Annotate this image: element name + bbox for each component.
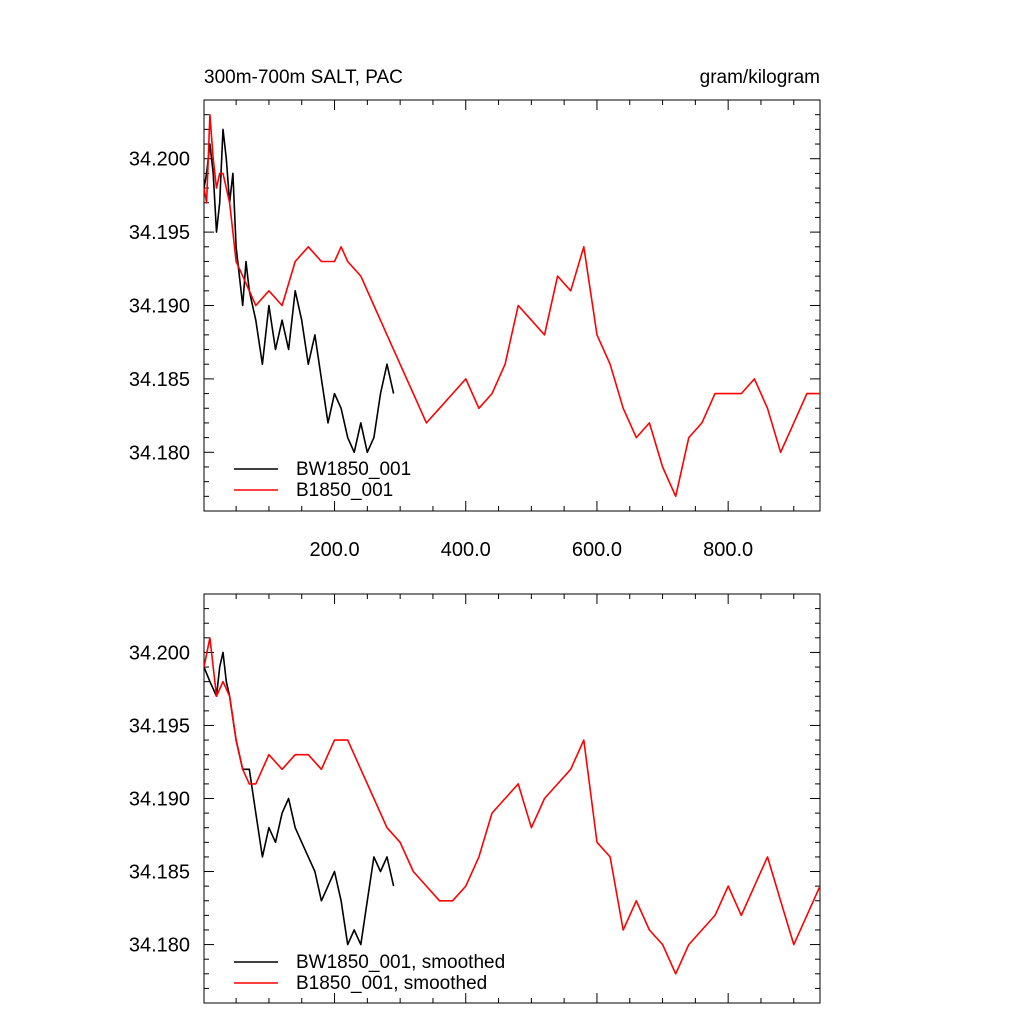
y-tick-label: 34.195 xyxy=(129,222,190,244)
top-panel: 300m-700m SALT, PAC gram/kilogram 34.180… xyxy=(129,67,821,561)
plot-frame xyxy=(203,99,821,512)
legend-label: B1850_001 xyxy=(296,480,393,501)
series-line-b1850 xyxy=(204,113,820,498)
x-tick-label: 800.0 xyxy=(703,539,753,561)
y-tick-label: 34.200 xyxy=(129,149,190,171)
series-line-bw1850 xyxy=(204,651,395,946)
y-tick-label: 34.185 xyxy=(129,862,190,884)
x-tick-label: 200.0 xyxy=(310,539,360,561)
legend-label: BW1850_001 xyxy=(296,459,411,480)
y-tick-label: 34.200 xyxy=(129,642,190,664)
y-tick-label: 34.190 xyxy=(129,789,190,811)
x-tick-label: 400.0 xyxy=(441,539,491,561)
plot-frame xyxy=(203,593,821,1004)
legend-label: BW1850_001, smoothed xyxy=(296,952,505,973)
y-tick-label: 34.185 xyxy=(129,369,190,391)
y-tick-label: 34.190 xyxy=(129,296,190,318)
series-line-bw1850 xyxy=(204,128,395,454)
bottom-panel: 34.180 34.185 34.190 34.195 34.200 BW1850_001… xyxy=(129,593,821,1004)
y-tick-label: 34.180 xyxy=(129,935,190,957)
x-tick-label: 600.0 xyxy=(572,539,622,561)
panel-title-right: gram/kilogram xyxy=(700,67,820,88)
y-tick-label: 34.195 xyxy=(129,715,190,737)
legend-label: B1850_001, smoothed xyxy=(296,973,487,994)
panel-title-left: 300m-700m SALT, PAC xyxy=(204,67,403,88)
series-line-b1850 xyxy=(204,636,820,975)
y-tick-label: 34.180 xyxy=(129,442,190,464)
